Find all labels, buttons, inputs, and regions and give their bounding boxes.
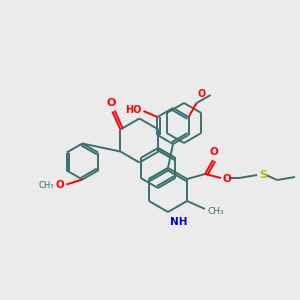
Text: CH₃: CH₃ xyxy=(207,206,224,215)
Text: S: S xyxy=(259,170,267,180)
Text: CH₃: CH₃ xyxy=(39,181,54,190)
Text: HO: HO xyxy=(125,105,141,115)
Text: O: O xyxy=(210,147,218,157)
Text: O: O xyxy=(222,174,231,184)
Text: NH: NH xyxy=(170,217,188,227)
Text: O: O xyxy=(107,98,116,107)
Text: O: O xyxy=(56,181,64,190)
Text: O: O xyxy=(198,89,206,99)
